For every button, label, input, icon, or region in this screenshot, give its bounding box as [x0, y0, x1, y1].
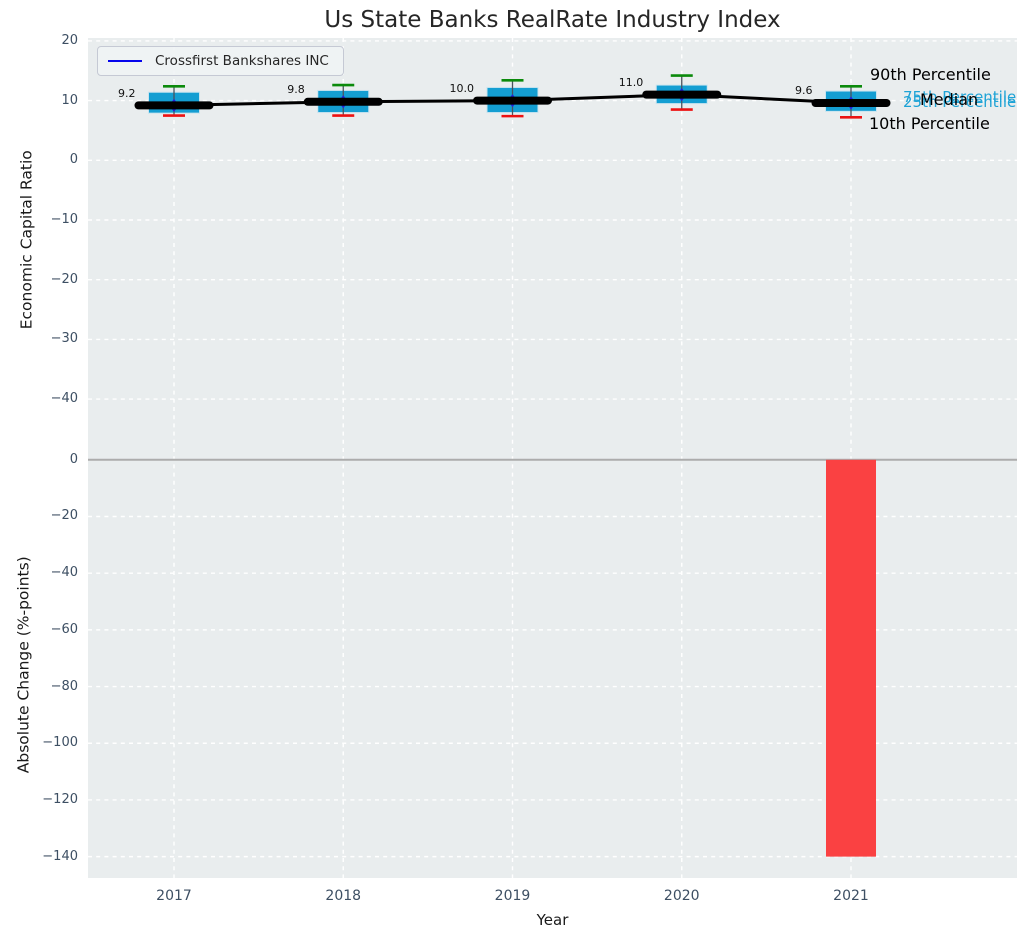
- xtick-2019: 2019: [495, 889, 531, 904]
- chart-canvas: [88, 38, 1017, 878]
- figure: Us State Banks RealRate Industry Index C…: [0, 0, 1029, 942]
- median-value-label-2018: 9.8: [287, 84, 305, 95]
- xtick-2021: 2021: [833, 889, 869, 904]
- ytick-bottom-0: 0: [14, 453, 78, 466]
- ytick-bottom-−100: −100: [14, 736, 78, 749]
- change-bar-2021: [826, 460, 876, 857]
- ytick-bottom-−120: −120: [14, 793, 78, 806]
- xtick-2020: 2020: [664, 889, 700, 904]
- legend-line-swatch: [108, 60, 142, 62]
- ytick-top-0: 0: [14, 154, 78, 167]
- ytick-bottom-−40: −40: [14, 566, 78, 579]
- plot-area: [88, 38, 1017, 878]
- chart-title: Us State Banks RealRate Industry Index: [88, 7, 1017, 33]
- ytick-bottom-−20: −20: [14, 510, 78, 523]
- x-axis-label: Year: [88, 911, 1017, 929]
- ytick-top-20: 20: [14, 34, 78, 47]
- y-axis-label-top: Economic Capital Ratio: [19, 30, 35, 450]
- xtick-2017: 2017: [156, 889, 192, 904]
- median-value-label-2020: 11.0: [619, 77, 644, 88]
- ytick-top-−40: −40: [14, 392, 78, 405]
- legend-label: Crossfirst Bankshares INC: [155, 53, 329, 69]
- annotation-10th-percentile: 10th Percentile: [869, 115, 990, 133]
- ytick-top-−30: −30: [14, 333, 78, 346]
- ytick-bottom-−140: −140: [14, 850, 78, 863]
- ytick-top-−10: −10: [14, 213, 78, 226]
- median-value-label-2019: 10.0: [450, 83, 475, 94]
- legend: Crossfirst Bankshares INC: [97, 46, 344, 76]
- ytick-top-−20: −20: [14, 273, 78, 286]
- xtick-2018: 2018: [325, 889, 361, 904]
- ytick-bottom-−60: −60: [14, 623, 78, 636]
- annotation-90th-percentile: 90th Percentile: [870, 66, 991, 84]
- ytick-bottom-−80: −80: [14, 680, 78, 693]
- ytick-top-10: 10: [14, 94, 78, 107]
- median-value-label-2021: 9.6: [795, 85, 813, 96]
- annotation-median: Median: [920, 91, 978, 109]
- median-value-label-2017: 9.2: [118, 88, 136, 99]
